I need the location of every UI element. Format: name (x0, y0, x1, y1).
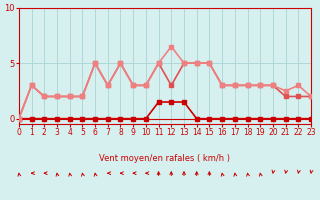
X-axis label: Vent moyen/en rafales ( km/h ): Vent moyen/en rafales ( km/h ) (100, 154, 230, 163)
